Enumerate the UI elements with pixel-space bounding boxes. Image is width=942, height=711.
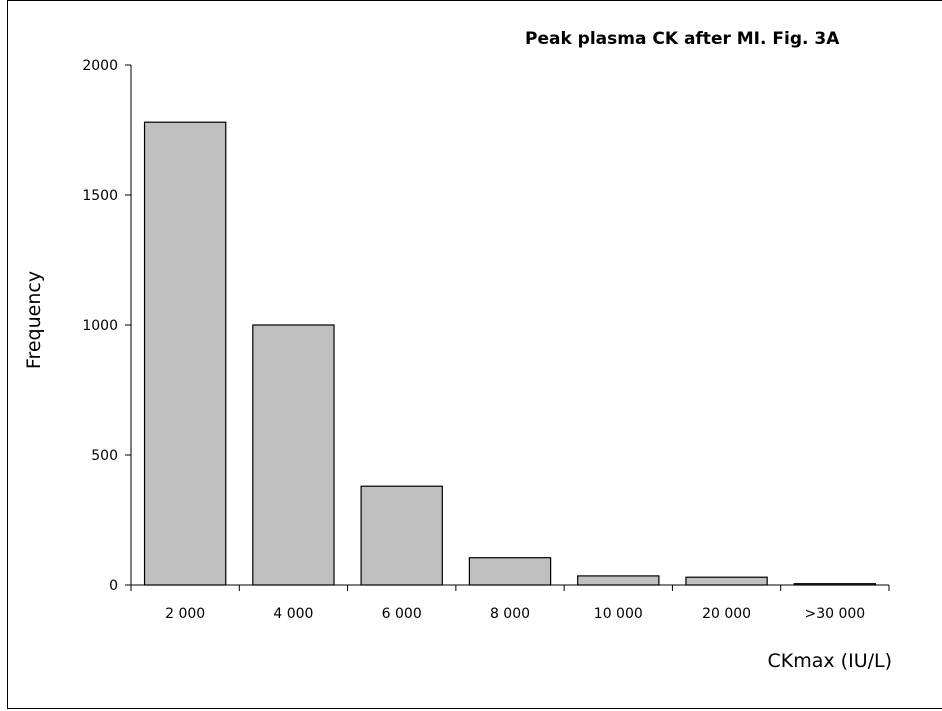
plot-area: 0 500 1000 1500 2000 2 000 4 000 6 000 8 000 10 0… <box>82 58 890 622</box>
y-axis-title: Frequency <box>23 271 45 369</box>
x-tick-label: 4 000 <box>273 606 313 622</box>
bar <box>468 557 552 586</box>
bar <box>685 576 768 586</box>
bar <box>252 324 335 586</box>
y-tick-label: 1000 <box>82 318 118 334</box>
y-tick-label: 0 <box>109 578 118 594</box>
x-tick-label: 20 000 <box>702 606 751 622</box>
x-axis-title: CKmax (IU/L) <box>768 650 892 672</box>
x-tick-label: >30 000 <box>804 606 865 622</box>
bar <box>143 121 227 586</box>
bar <box>577 575 660 586</box>
x-tick-label: 10 000 <box>594 606 643 622</box>
bar <box>793 583 877 586</box>
x-tick-label: 6 000 <box>382 606 422 622</box>
y-tick-label: 500 <box>91 448 118 464</box>
bar <box>360 485 443 586</box>
x-tick-label: 8 000 <box>490 606 530 622</box>
y-tick-label: 1500 <box>82 188 118 204</box>
y-tick-label: 2000 <box>82 58 118 74</box>
x-tick-label: 2 000 <box>165 606 205 622</box>
chart-title: Peak plasma CK after MI. Fig. 3A <box>525 29 840 49</box>
